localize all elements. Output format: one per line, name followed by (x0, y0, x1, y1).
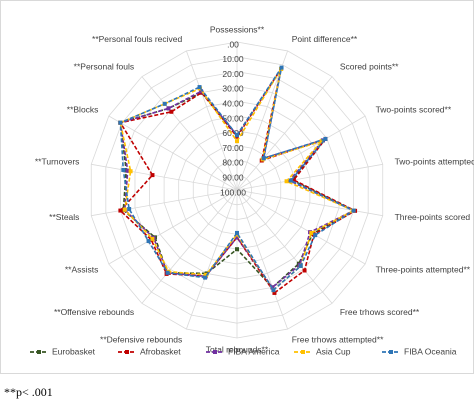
marker (169, 109, 174, 114)
marker (197, 85, 202, 90)
spoke (186, 50, 238, 191)
marker (128, 169, 133, 174)
spoke (108, 115, 238, 191)
category-label: **Steals (49, 212, 79, 222)
category-label: **Assists (65, 264, 99, 274)
category-label: Two-points scored** (376, 104, 452, 114)
legend-label: Asia Cup (316, 346, 351, 356)
r-tick-label: 80.00 (222, 158, 244, 168)
marker (118, 208, 123, 213)
marker (165, 270, 170, 275)
r-tick-label: 50.00 (222, 113, 244, 123)
marker (284, 179, 289, 184)
legend-marker (125, 350, 129, 354)
category-label: Two-points attempted** (395, 156, 474, 166)
marker (351, 208, 356, 213)
series (118, 65, 356, 293)
r-tick-label: 90.00 (222, 172, 244, 182)
marker (235, 235, 239, 240)
marker (298, 263, 303, 268)
legend-label: FIBA Oceania (404, 346, 457, 356)
r-tick-label: 40.00 (222, 98, 244, 108)
marker (279, 65, 284, 70)
legend-marker (389, 350, 393, 354)
r-tick-label: 70.00 (222, 143, 244, 153)
category-label: Point difference** (292, 34, 358, 44)
spoke (141, 76, 238, 191)
spoke (236, 189, 366, 265)
category-label: Three-points scored (395, 212, 471, 222)
spoke (236, 76, 333, 191)
marker (235, 247, 239, 252)
spoke (236, 189, 333, 304)
marker (118, 120, 123, 125)
marker (302, 268, 307, 273)
marker (261, 156, 266, 161)
category-label: **Personal fouls recived (92, 34, 183, 44)
marker (288, 178, 293, 183)
legend-marker (301, 350, 305, 354)
spoke (91, 163, 238, 191)
legend-marker (37, 350, 41, 354)
marker (319, 139, 324, 144)
marker (150, 236, 155, 241)
category-label: Scored points** (340, 62, 399, 72)
category-label: **Blocks (67, 104, 99, 114)
marker (203, 275, 208, 280)
marker (323, 136, 328, 141)
spoke (236, 189, 288, 330)
r-tick-label: 100.00 (220, 187, 246, 197)
marker (122, 207, 127, 212)
marker (235, 230, 239, 235)
marker (235, 139, 239, 144)
marker (121, 167, 126, 172)
spoke (91, 189, 238, 217)
marker (166, 106, 171, 111)
legend-label: Eurobasket (52, 346, 96, 356)
category-label: Possessions** (210, 24, 265, 34)
spoke (236, 163, 383, 191)
category-label: Free trhows attempted** (292, 335, 384, 345)
category-label: **Offensive rebounds (54, 307, 134, 317)
spoke (108, 189, 238, 265)
marker (271, 288, 276, 293)
marker (235, 133, 239, 138)
marker (127, 207, 132, 212)
spoke (141, 189, 238, 304)
marker (199, 89, 204, 94)
marker (313, 233, 318, 238)
category-label: Total rebounds** (206, 344, 269, 354)
marker (291, 177, 296, 182)
legend-label: FIBA America (228, 346, 280, 356)
r-tick-label: 10.00 (222, 54, 244, 64)
category-label: **Personal fouls (74, 62, 134, 72)
marker (272, 290, 277, 295)
marker (125, 168, 130, 173)
r-tick-label: .00 (227, 39, 239, 49)
category-label: Three-points attempted** (376, 264, 471, 274)
marker (162, 101, 167, 106)
legend-marker (213, 350, 217, 354)
marker (309, 230, 314, 235)
category-label: **Defensive rebounds (100, 335, 182, 345)
marker (146, 239, 151, 244)
spoke (236, 189, 383, 217)
marker (150, 173, 155, 178)
r-tick-label: 20.00 (222, 69, 244, 79)
legend-label: Afrobasket (140, 346, 181, 356)
footnote: **p< .001 (4, 385, 53, 399)
r-tick-label: 30.00 (222, 84, 244, 94)
category-label: Free trhows scored** (340, 307, 420, 317)
spoke (236, 115, 366, 191)
category-label: **Turnovers (35, 156, 80, 166)
spoke (186, 189, 238, 330)
